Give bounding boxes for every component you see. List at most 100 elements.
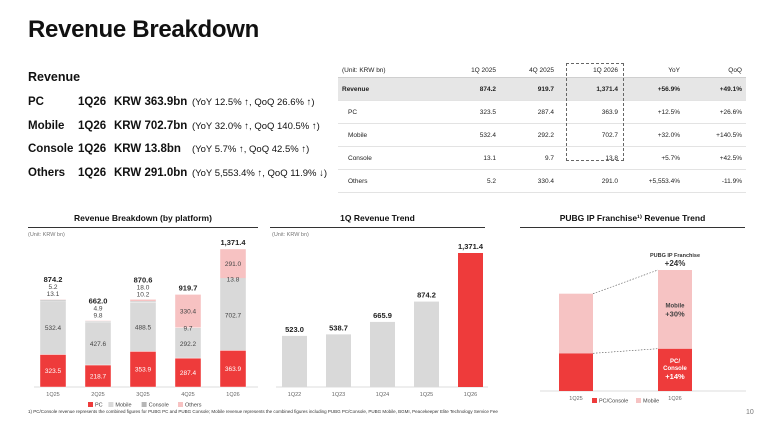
table-cell: 9.7 (500, 146, 558, 170)
chart2-bar-1Q26 (458, 253, 483, 387)
table-cell: 919.7 (500, 77, 558, 101)
platform-name: Console (28, 143, 74, 155)
chart1-total-label: 919.7 (179, 283, 198, 292)
chart2-value-label: 1,371.4 (458, 242, 484, 251)
chart2-value-label: 523.0 (285, 325, 304, 334)
table-row: PC 323.5 287.4 363.9 +12.5% +26.6% (338, 100, 746, 124)
table-header-cell: 1Q 2026 (558, 64, 622, 78)
revenue-change: (YoY 5.7% ↑, QoQ 42.5% ↑) (192, 144, 310, 155)
chart2-unit: (Unit: KRW bn) (272, 232, 309, 238)
chart1-legend-swatch (108, 402, 114, 407)
chart2-bar-1Q23 (326, 334, 351, 387)
chart1-category-label: 2Q25 (91, 392, 104, 398)
table-cell: +49.1% (684, 77, 746, 101)
chart3-legend-label: PC/Console (599, 399, 628, 405)
quarter-label: 1Q26 (78, 96, 107, 108)
table-header-cell: 1Q 2025 (442, 64, 500, 78)
quarter-label: 1Q26 (78, 143, 107, 155)
table-cell: +32.0% (622, 123, 684, 147)
table-cell: +5,553.4% (622, 169, 684, 193)
table-row: Console 13.1 9.7 13.8 +5.7% +42.5% (338, 146, 746, 170)
chart3-mobile-growth: +30% (665, 309, 685, 318)
table-cell: 13.1 (442, 146, 500, 170)
quarter-label: 1Q26 (78, 167, 107, 179)
chart1-label-console: 9.7 (183, 326, 192, 333)
chart2-category-label: 1Q24 (376, 392, 389, 398)
chart1-bar-mobile-3Q25 (129, 302, 157, 352)
table-row: Revenue 874.2 919.7 1,371.4 +56.9% +49.1… (338, 77, 746, 101)
table-cell: 5.2 (442, 169, 500, 193)
chart1-label-mobile: 427.6 (90, 341, 107, 348)
chart1-bar-pc-1Q26 (219, 350, 247, 388)
chart1-legend-label: Console (149, 403, 169, 409)
chart1-bar-others-1Q25 (39, 298, 67, 300)
chart3-category-label: 1Q25 (569, 396, 582, 402)
chart1-bar-mobile-4Q25 (174, 328, 202, 359)
chart1-label-others: 330.4 (180, 309, 197, 316)
quarter-label: 1Q26 (78, 120, 107, 132)
chart3-pc-growth: +14% (665, 372, 685, 381)
chart2-bar-1Q25 (414, 301, 439, 387)
chart1-label-pc: 363.9 (225, 366, 242, 373)
chart3-connector-pc (592, 348, 659, 354)
chart1-legend-label: Others (185, 403, 202, 409)
table-row: Mobile 532.4 292.2 702.7 +32.0% +140.5% (338, 123, 746, 147)
chart1-label-console: 9.8 (93, 312, 102, 319)
chart1-title-rule (28, 227, 258, 228)
table-row: Others 5.2 330.4 291.0 +5,553.4% -11.9% (338, 169, 746, 193)
table-cell: Mobile (338, 123, 442, 147)
chart3-legend-swatch (636, 398, 641, 403)
chart3-franchise-growth: +24% (665, 259, 686, 268)
table-header-cell: QoQ (684, 64, 746, 78)
table-cell: -11.9% (684, 169, 746, 193)
chart1-legend-label: PC (95, 403, 103, 409)
chart1-bar-pc-1Q25 (39, 354, 67, 388)
table-cell: +42.5% (684, 146, 746, 170)
table-cell: 874.2 (442, 77, 500, 101)
chart3-mobile-label: Mobile (666, 303, 686, 309)
table-cell: 292.2 (500, 123, 558, 147)
chart1-label-others: 291.0 (225, 261, 242, 268)
chart1-label-mobile: 532.4 (45, 325, 62, 332)
table-cell: Others (338, 169, 442, 193)
chart3-pc-label-line1: PC/ (670, 359, 680, 365)
chart1-category-label: 1Q25 (46, 392, 59, 398)
chart1-label-console: 13.8 (227, 276, 240, 283)
chart1-label-mobile: 488.5 (135, 324, 152, 331)
table-cell: 1,371.4 (558, 77, 622, 101)
chart1-label-mobile: 292.2 (180, 341, 197, 348)
chart1-legend-swatch (141, 402, 147, 407)
table-cell: +26.6% (684, 100, 746, 124)
chart1-unit: (Unit: KRW bn) (28, 232, 65, 238)
page-number: 10 (746, 409, 754, 416)
chart1-label-console: 13.1 (47, 291, 60, 298)
revenue-amount: KRW 291.0bn (114, 167, 188, 179)
chart1-bar-others-3Q25 (129, 299, 157, 302)
chart2-bar-1Q22 (282, 335, 307, 387)
chart2-title-rule (270, 227, 485, 228)
table-cell: 532.4 (442, 123, 500, 147)
chart1-bar-others-4Q25 (174, 294, 202, 328)
chart3-pc-label-line2: Console (663, 366, 687, 372)
chart1-total-label: 870.6 (134, 275, 153, 284)
chart1-label-others: 4.9 (93, 305, 102, 312)
chart1-total-label: 662.0 (89, 296, 108, 305)
chart3-bar-mobile-1Q26 (658, 270, 692, 349)
chart2-category-label: 1Q23 (332, 392, 345, 398)
chart3-bar-pc-console-1Q26 (658, 348, 692, 391)
chart1-label-console: 10.2 (137, 291, 150, 298)
current-quarter-highlight (566, 63, 624, 161)
table-cell: +5.7% (622, 146, 684, 170)
chart1-bar-mobile-1Q25 (39, 300, 67, 355)
table-cell: PC (338, 100, 442, 124)
footnote: 1) PC/Console revenue represents the com… (28, 409, 498, 414)
platform-name: Mobile (28, 120, 65, 132)
chart3-franchise-label: PUBG IP Franchise (650, 253, 700, 259)
chart1-label-pc: 287.4 (180, 370, 197, 377)
revenue-table: (Unit: KRW bn) 1Q 2025 4Q 2025 1Q 2026 Y… (338, 64, 746, 193)
revenue-amount: KRW 702.7bn (114, 120, 188, 132)
table-cell: 287.4 (500, 100, 558, 124)
chart1-label-others: 18.0 (137, 284, 150, 291)
chart3-legend-swatch (592, 398, 597, 403)
